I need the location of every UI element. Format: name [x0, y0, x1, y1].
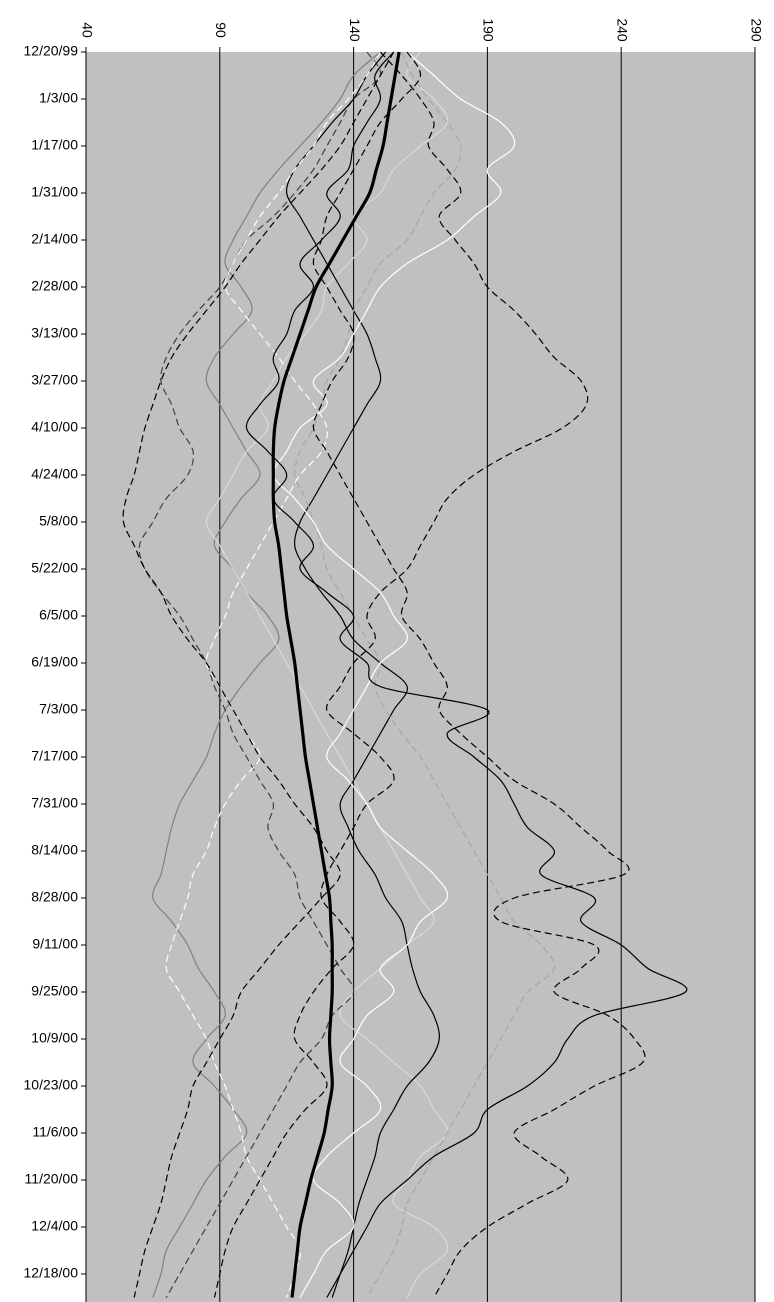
y-tick-label: 1/3/00: [39, 90, 78, 106]
series-line: [152, 51, 381, 1298]
y-tick-label: 1/17/00: [31, 137, 78, 153]
y-tick-label: 11/6/00: [32, 1124, 78, 1140]
y-tick-label: 8/14/00: [31, 842, 78, 858]
y-tick-label: 5/8/00: [39, 513, 78, 529]
x-tick-label: 40: [79, 22, 95, 38]
y-tick-label: 2/28/00: [31, 278, 78, 294]
series-line: [122, 51, 395, 1298]
y-tick-label: 9/11/00: [32, 936, 78, 952]
y-tick-label: 12/20/99: [24, 43, 79, 59]
y-tick-label: 2/14/00: [31, 231, 78, 247]
y-tick-label: 6/5/00: [39, 607, 78, 623]
series-line: [312, 51, 646, 1298]
y-tick-label: 10/23/00: [24, 1077, 79, 1093]
y-tick-label: 10/9/00: [31, 1030, 78, 1046]
y-tick-label: 1/31/00: [31, 184, 78, 200]
y-tick-label: 4/10/00: [31, 419, 78, 435]
y-tick-label: 6/19/00: [31, 654, 78, 670]
y-tick-label: 9/25/00: [31, 983, 78, 999]
series-line: [272, 51, 516, 1298]
series-line: [245, 51, 688, 1298]
x-tick-label: 140: [347, 18, 363, 42]
series-line: [271, 51, 401, 1298]
plot-area: [86, 52, 755, 1302]
series-line: [213, 51, 589, 1298]
series-line: [205, 51, 449, 1298]
y-tick-label: 7/3/00: [39, 701, 78, 717]
y-tick-label: 12/18/00: [24, 1265, 79, 1281]
y-tick-label: 11/20/00: [25, 1171, 79, 1187]
series-line: [165, 51, 381, 1298]
x-tick-label: 290: [748, 18, 764, 42]
y-tick-label: 3/27/00: [31, 372, 78, 388]
y-tick-label: 5/22/00: [31, 560, 78, 576]
series-line: [286, 51, 440, 1298]
x-tick-label: 190: [481, 18, 497, 42]
y-tick-label: 7/31/00: [31, 795, 78, 811]
y-tick-label: 7/17/00: [31, 748, 78, 764]
x-tick-label: 90: [213, 22, 229, 38]
x-tick-label: 240: [614, 18, 630, 42]
y-tick-label: 4/24/00: [31, 466, 78, 482]
y-tick-label: 12/4/00: [31, 1218, 78, 1234]
y-tick-label: 3/13/00: [31, 325, 78, 341]
series-line: [293, 51, 556, 1298]
y-tick-label: 8/28/00: [31, 889, 78, 905]
